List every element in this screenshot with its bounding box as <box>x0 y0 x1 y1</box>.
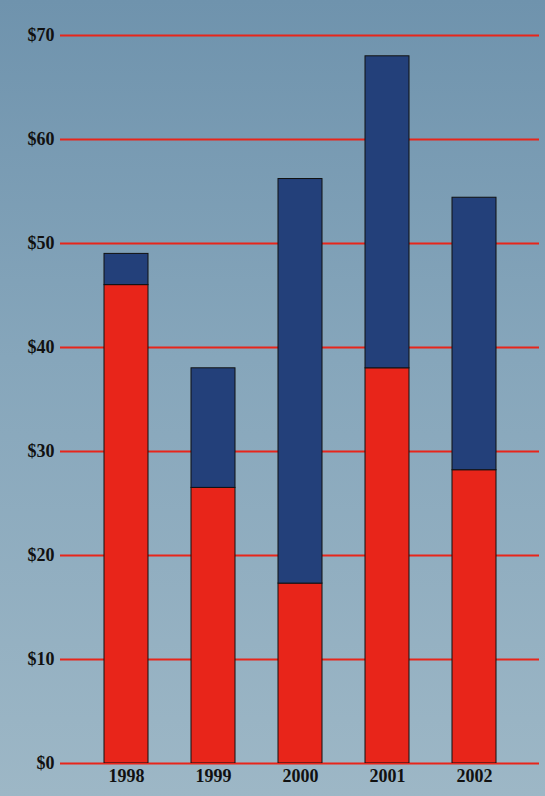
svg-text:$50: $50 <box>28 233 55 253</box>
svg-text:1999: 1999 <box>196 766 232 786</box>
svg-text:$70: $70 <box>28 25 55 45</box>
svg-text:2001: 2001 <box>370 766 406 786</box>
svg-text:2000: 2000 <box>283 766 319 786</box>
svg-text:$40: $40 <box>28 337 55 357</box>
svg-text:$20: $20 <box>28 545 55 565</box>
svg-text:$60: $60 <box>28 129 55 149</box>
svg-text:$30: $30 <box>28 441 55 461</box>
svg-text:1998: 1998 <box>109 766 145 786</box>
svg-text:$0: $0 <box>37 753 55 773</box>
svg-text:$10: $10 <box>28 649 55 669</box>
svg-text:2002: 2002 <box>457 766 493 786</box>
